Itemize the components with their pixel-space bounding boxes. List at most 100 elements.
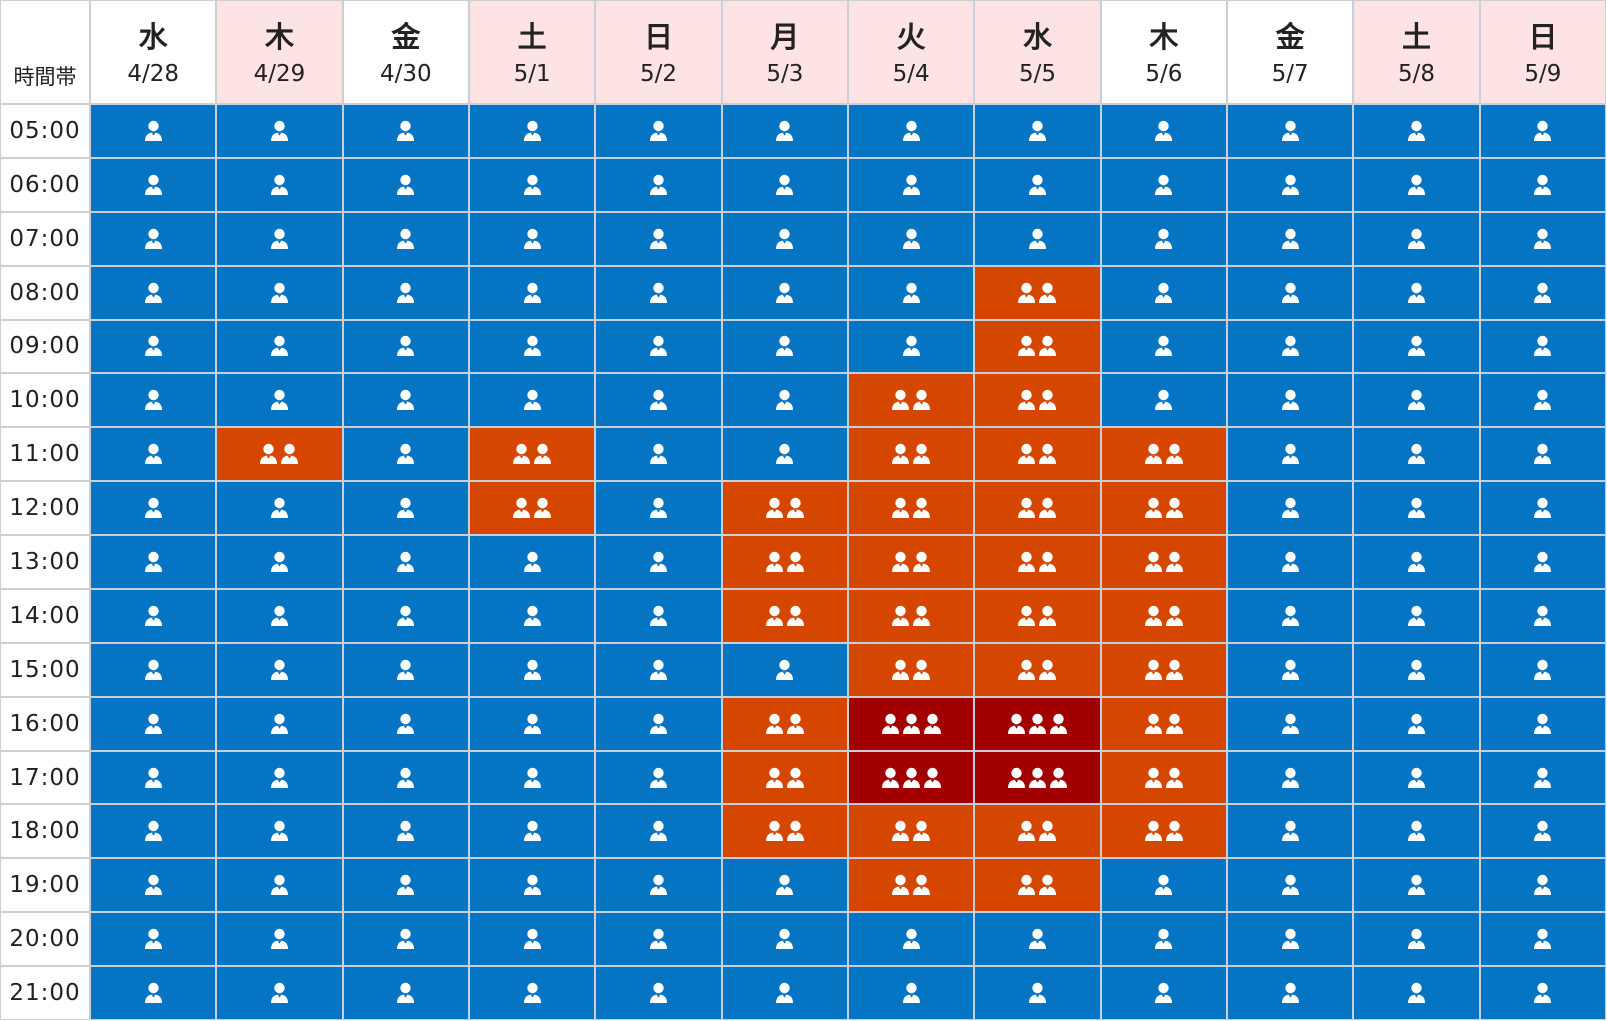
- person-icon: [776, 174, 794, 195]
- person-icon-group: [1533, 820, 1552, 842]
- person-icon-group: [1533, 659, 1552, 681]
- heatmap-cell: [91, 266, 216, 319]
- heatmap-cell: [217, 859, 342, 912]
- person-icon: [1281, 928, 1299, 950]
- heatmap-cell: [596, 105, 721, 157]
- person-icon-group: [649, 659, 668, 681]
- person-icon: [1407, 659, 1425, 680]
- person-icon: [270, 228, 288, 249]
- person-icon-group: [1154, 282, 1173, 304]
- person-icon: [649, 282, 667, 303]
- heatmap-cell: [1101, 536, 1226, 588]
- person-icon-group: [1144, 605, 1184, 627]
- day-of-week-label: 日: [643, 19, 673, 54]
- person-icon: [1007, 713, 1025, 734]
- person-icon: [1144, 551, 1162, 572]
- person-icon-group: [523, 174, 542, 196]
- person-icon-group: [1028, 928, 1047, 950]
- person-icon: [902, 713, 920, 734]
- person-icon: [523, 928, 541, 950]
- person-icon: [913, 875, 931, 896]
- person-icon: [1018, 444, 1036, 465]
- heatmap-cell: [596, 536, 721, 588]
- person-icon-group: [512, 497, 552, 519]
- person-icon: [1155, 982, 1173, 1004]
- person-icon-group: [1533, 335, 1552, 357]
- person-icon: [1281, 605, 1299, 626]
- day-of-week-label: 金: [391, 19, 421, 54]
- person-icon-group: [1154, 928, 1173, 950]
- person-icon: [534, 444, 552, 465]
- person-icon: [1165, 605, 1183, 626]
- person-icon: [1144, 605, 1162, 626]
- person-icon: [1534, 336, 1552, 357]
- person-icon: [1534, 120, 1552, 141]
- person-icon: [1281, 551, 1299, 572]
- heatmap-cell: [596, 266, 721, 319]
- person-icon: [786, 605, 804, 626]
- date-label: 5/9: [1524, 61, 1562, 88]
- person-icon-group: [1533, 928, 1552, 950]
- heatmap-cell: [470, 697, 595, 750]
- heatmap-cell: [1101, 697, 1226, 750]
- person-icon-group: [1533, 551, 1552, 573]
- heatmap-cell: [722, 589, 847, 642]
- person-icon: [523, 982, 541, 1004]
- heatmap-cell: [1228, 805, 1353, 858]
- person-icon-group: [902, 174, 921, 196]
- heatmap-cell: [1228, 859, 1353, 912]
- heatmap-cell: [1228, 643, 1353, 696]
- person-icon: [649, 875, 667, 896]
- person-icon: [1534, 390, 1552, 411]
- person-icon: [1028, 928, 1046, 950]
- heatmap-cell: [470, 751, 595, 804]
- person-icon: [523, 228, 541, 249]
- person-icon-group: [775, 389, 794, 411]
- person-icon: [776, 444, 794, 465]
- person-icon: [513, 444, 531, 465]
- person-icon-group: [144, 282, 163, 304]
- person-icon-group: [1154, 335, 1173, 357]
- person-icon-group: [523, 659, 542, 681]
- heatmap-cell: [849, 643, 974, 696]
- day-header: 土 5/8: [1354, 1, 1479, 103]
- heatmap-cell: [343, 536, 468, 588]
- person-icon: [1018, 336, 1036, 357]
- person-icon: [1407, 444, 1425, 465]
- person-icon-group: [396, 228, 415, 250]
- person-icon: [913, 390, 931, 411]
- person-icon: [902, 767, 920, 788]
- person-icon: [786, 551, 804, 572]
- person-icon: [144, 875, 162, 896]
- time-slot-label: 14:00: [1, 589, 89, 642]
- person-icon: [270, 821, 288, 842]
- person-icon: [1144, 659, 1162, 680]
- person-icon-group: [270, 820, 289, 842]
- day-header: 木 5/6: [1101, 1, 1226, 103]
- person-icon-group: [144, 228, 163, 250]
- person-icon: [523, 659, 541, 680]
- person-icon-group: [270, 551, 289, 573]
- person-icon-group: [144, 982, 163, 1004]
- person-icon: [397, 605, 415, 626]
- person-icon-group: [1407, 228, 1426, 250]
- heatmap-cell: [1354, 158, 1479, 211]
- person-icon: [923, 713, 941, 734]
- person-icon: [1281, 821, 1299, 842]
- person-icon: [902, 282, 920, 303]
- person-icon-group: [1533, 497, 1552, 519]
- person-icon: [902, 120, 920, 141]
- heatmap-cell: [91, 967, 216, 1019]
- person-icon: [144, 390, 162, 411]
- person-icon-group: [1017, 605, 1057, 627]
- date-label: 5/6: [1145, 61, 1183, 88]
- person-icon: [1144, 821, 1162, 842]
- person-icon-group: [649, 389, 668, 411]
- person-icon-group: [902, 282, 921, 304]
- person-icon: [1281, 282, 1299, 303]
- person-icon-group: [765, 605, 805, 627]
- person-icon: [1018, 659, 1036, 680]
- person-icon-group: [396, 928, 415, 950]
- person-icon: [1534, 821, 1552, 842]
- person-icon: [144, 551, 162, 572]
